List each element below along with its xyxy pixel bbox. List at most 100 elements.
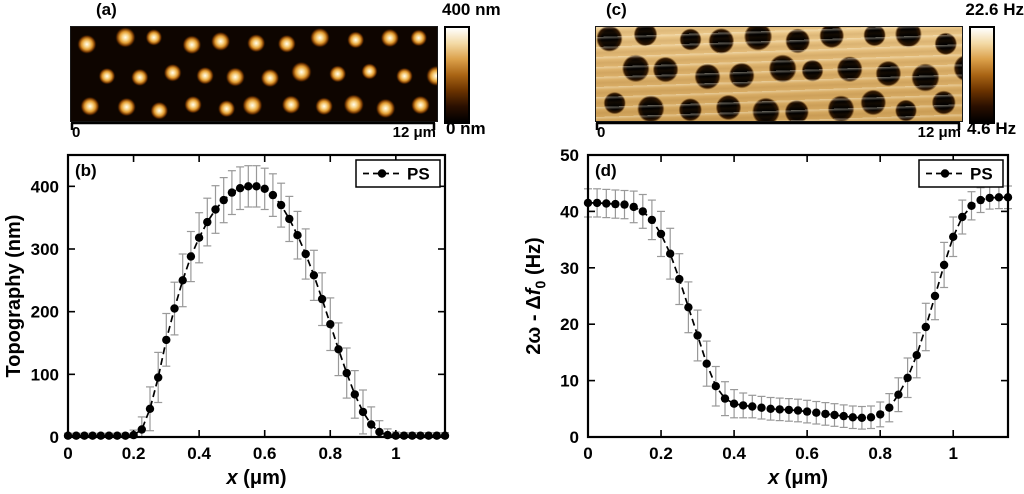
data-point: [711, 382, 720, 391]
data-point: [638, 207, 647, 216]
panel-label: (d): [595, 161, 617, 180]
y-tick-label: 20: [560, 315, 579, 334]
y-tick-label: 300: [31, 240, 59, 259]
x-axis-label: x (μm): [767, 467, 828, 489]
data-point: [967, 201, 976, 210]
axis-ticks: [67, 155, 445, 438]
afm-dot: [182, 35, 202, 55]
data-point: [830, 410, 839, 420]
afm-dot: [309, 27, 330, 48]
series-markers: [583, 193, 1013, 422]
afm-dot: [621, 54, 650, 83]
afm-dot: [361, 63, 378, 80]
data-point: [802, 407, 812, 416]
afm-dot: [894, 27, 922, 48]
panel-c-label: (c): [606, 0, 627, 19]
data-point: [857, 413, 867, 422]
error-bars: [584, 185, 1012, 430]
chart-svg-b: 0 0.2 0.4 0.6 0.8 1 0 100 200 300 400 x (μm) Topogra…: [3, 153, 450, 489]
afm-dot: [98, 67, 116, 85]
afm-image-a: [70, 26, 438, 122]
data-point: [137, 425, 146, 434]
data-point: [949, 232, 958, 241]
data-point: [656, 229, 666, 239]
data-point: [784, 405, 794, 415]
afm-dot: [752, 97, 780, 121]
axis-box: [66, 153, 447, 439]
data-point: [620, 200, 629, 209]
colorbar-c-max-label: 22.6 Hz: [965, 0, 1024, 19]
scalebar-c: [595, 121, 961, 130]
chart-frequency-shift-profile: 0 0.2 0.4 0.6 0.8 1 0 10 20 30 40 50 x (μm) 2ω - Δf0 …: [520, 145, 1024, 494]
afm-dot: [637, 95, 665, 121]
afm-dot: [163, 63, 182, 82]
afm-image-c: [595, 26, 963, 122]
x-tick-label: 0.6: [253, 444, 277, 463]
data-point: [170, 304, 179, 313]
afm-dot: [895, 99, 917, 121]
afm-dot: [633, 27, 658, 47]
data-point: [739, 401, 748, 410]
afm-dot: [875, 60, 902, 87]
series-markers: [63, 182, 450, 440]
data-point: [848, 413, 857, 422]
data-point: [154, 373, 163, 382]
data-point: [424, 431, 433, 440]
data-point: [702, 359, 711, 368]
panel-a-label: (a): [96, 0, 117, 19]
data-point: [358, 407, 368, 417]
y-axis-label: Topography (nm): [3, 215, 25, 378]
afm-dot: [260, 68, 280, 88]
afm-dot: [347, 31, 365, 49]
data-point: [408, 431, 417, 440]
afm-dot: [329, 65, 347, 83]
data-point: [912, 351, 921, 360]
panel-label: (b): [75, 161, 97, 180]
data-point: [684, 303, 693, 312]
x-tick-label: 1: [391, 444, 400, 463]
data-point: [748, 402, 757, 411]
x-tick-label: 0.6: [795, 444, 819, 463]
afm-dot: [863, 27, 886, 47]
axis-box: [586, 153, 1010, 439]
afm-dot: [785, 28, 811, 54]
y-tick-label: 40: [560, 202, 579, 221]
data-point: [121, 431, 130, 440]
afm-dot: [784, 99, 809, 121]
afm-dot: [743, 27, 773, 51]
data-point: [309, 271, 319, 280]
data-point: [432, 431, 441, 440]
data-point: [375, 427, 384, 437]
x-axis-label: x (μm): [225, 467, 286, 489]
data-point: [162, 335, 171, 345]
data-point: [268, 190, 278, 200]
y-tick-label: 30: [560, 259, 579, 278]
data-point: [113, 431, 122, 440]
data-point: [766, 404, 775, 413]
scalebar-a-start-label: 0: [72, 124, 81, 141]
y-tick-label: 50: [560, 146, 579, 165]
afm-dot: [246, 33, 266, 53]
data-point: [958, 212, 967, 222]
y-tick-label: 200: [31, 303, 59, 322]
data-point: [720, 394, 730, 403]
afm-dot: [225, 67, 246, 87]
data-point: [367, 420, 376, 429]
x-tick-label: 1: [948, 444, 957, 463]
data-point: [903, 373, 912, 382]
data-point: [876, 410, 885, 419]
series-line: [68, 185, 445, 437]
colorbar-a-max-label: 400 nm: [442, 0, 501, 19]
data-point: [276, 200, 286, 210]
afm-dot: [836, 56, 863, 83]
x-tick-label: 0.8: [318, 444, 342, 463]
x-tick-label: 0: [63, 444, 72, 463]
colorbar-c: [969, 26, 995, 124]
chart-topography-profile: 0 0.2 0.4 0.6 0.8 1 0 100 200 300 400 x (μm) Topogra…: [0, 145, 470, 494]
error-bars: [64, 165, 449, 438]
afm-dot: [596, 27, 623, 52]
data-point: [416, 431, 425, 440]
afm-dot: [210, 31, 231, 52]
